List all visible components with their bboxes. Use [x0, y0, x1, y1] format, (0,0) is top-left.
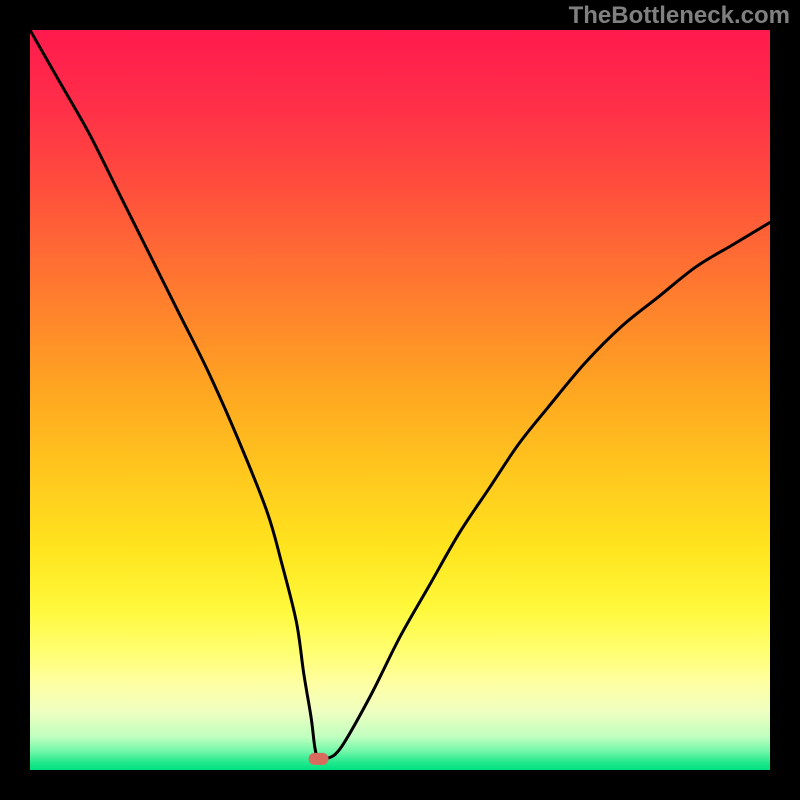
optimal-point-marker [309, 753, 329, 765]
chart-frame: TheBottleneck.com [0, 0, 800, 800]
bottleneck-curve-plot [30, 30, 770, 770]
gradient-background [30, 30, 770, 770]
watermark-text: TheBottleneck.com [569, 2, 790, 30]
